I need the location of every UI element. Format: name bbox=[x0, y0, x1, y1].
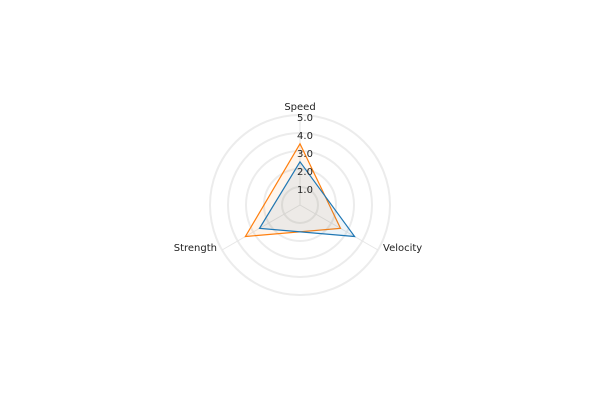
tick-label-1: 1.0 bbox=[297, 185, 313, 196]
tick-label-4: 4.0 bbox=[297, 131, 313, 142]
axis-label-strength: Strength bbox=[174, 243, 217, 254]
axis-label-speed: Speed bbox=[284, 102, 315, 113]
series-2-polygon bbox=[258, 160, 356, 238]
tick-label-5: 5.0 bbox=[297, 113, 313, 124]
tick-label-3: 3.0 bbox=[297, 149, 313, 160]
axis-label-velocity: Velocity bbox=[383, 243, 422, 254]
tick-label-2: 2.0 bbox=[297, 167, 313, 178]
axis-line-velocity bbox=[299, 204, 379, 251]
radar-axes bbox=[221, 115, 379, 251]
axis-line-strength bbox=[221, 204, 301, 251]
radar-series bbox=[244, 142, 356, 238]
